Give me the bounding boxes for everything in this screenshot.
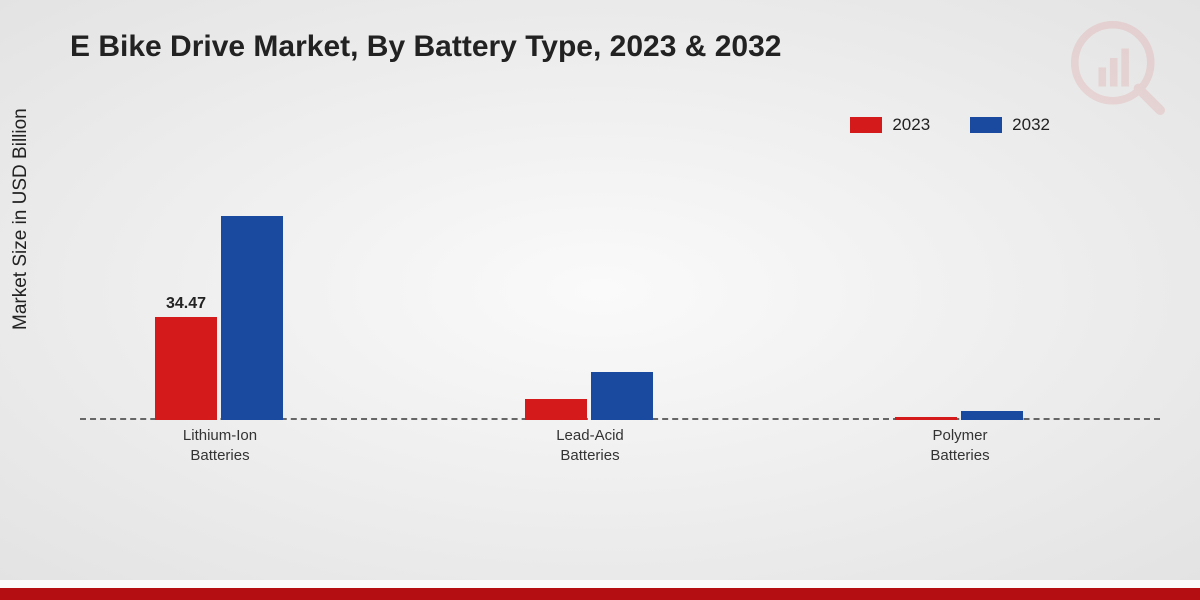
legend-item-2032: 2032 <box>970 115 1050 135</box>
footer-gray-strip <box>0 580 1200 588</box>
legend-swatch <box>850 117 882 133</box>
bar-2032 <box>591 372 653 420</box>
bar-2032 <box>961 411 1023 420</box>
chart-title: E Bike Drive Market, By Battery Type, 20… <box>70 30 781 64</box>
bar-2032 <box>221 216 283 420</box>
chart-legend: 2023 2032 <box>850 115 1050 135</box>
legend-label: 2023 <box>892 115 930 135</box>
watermark-icon <box>1070 20 1165 115</box>
bar-2023 <box>525 399 587 420</box>
plot-area: 34.47Lithium-Ion BatteriesLead-Acid Batt… <box>80 170 1160 480</box>
category-label: Polymer Batteries <box>870 420 1050 465</box>
watermark-logo <box>1070 20 1165 115</box>
category-label: Lithium-Ion Batteries <box>130 420 310 465</box>
data-label: 34.47 <box>155 295 217 317</box>
legend-label: 2032 <box>1012 115 1050 135</box>
footer-red-band <box>0 588 1200 600</box>
category-label: Lead-Acid Batteries <box>500 420 680 465</box>
legend-item-2023: 2023 <box>850 115 930 135</box>
legend-swatch <box>970 117 1002 133</box>
y-axis-label: Market Size in USD Billion <box>10 108 32 330</box>
bar-2023: 34.47 <box>155 317 217 420</box>
